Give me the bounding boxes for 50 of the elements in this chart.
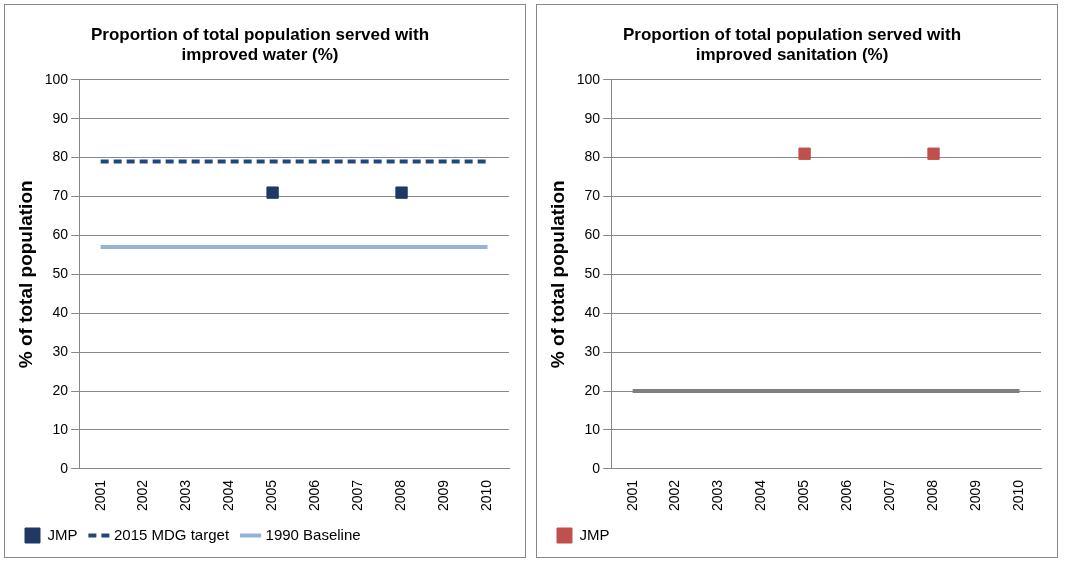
y-tick-label: 50: [52, 265, 69, 282]
y-tick-label: 100: [576, 70, 601, 87]
x-tick-label: 2003: [709, 479, 726, 512]
y-tick-label: 70: [584, 187, 601, 204]
x-tick-label: 2010: [478, 479, 495, 512]
x-tick-label: 2008: [924, 479, 941, 512]
x-tick-label: 2005: [795, 479, 812, 512]
y-tick-label: 70: [52, 187, 69, 204]
y-axis-title: % of total population: [14, 180, 36, 369]
y-tick-label: 0: [60, 459, 69, 476]
y-tick-label: 80: [584, 148, 601, 165]
legend-label: 1990 Baseline: [265, 525, 361, 543]
legend-label: JMP: [47, 525, 78, 543]
legend-label: 2015 MDG target: [114, 525, 230, 543]
x-tick-label: 2006: [306, 479, 323, 512]
y-tick-label: 80: [52, 148, 69, 165]
y-tick-label: 30: [584, 343, 601, 359]
y-tick-label: 40: [584, 304, 601, 321]
x-tick-label: 2009: [967, 479, 984, 512]
y-tick-label: 90: [584, 109, 601, 126]
y-tick-label: 20: [52, 381, 69, 398]
y-tick-label: 60: [584, 226, 601, 243]
x-tick-label: 2004: [220, 479, 237, 512]
x-tick-label: 2010: [1010, 479, 1027, 512]
y-tick-label: 20: [584, 381, 601, 398]
x-tick-label: 2002: [134, 479, 151, 512]
y-tick-label: 100: [44, 70, 69, 87]
y-tick-label: 50: [584, 265, 601, 282]
y-tick-label: 40: [52, 304, 69, 321]
y-tick-label: 10: [584, 420, 601, 437]
x-tick-label: 2002: [666, 479, 683, 512]
y-tick-label: 0: [592, 459, 601, 476]
y-tick-label: 60: [52, 226, 69, 243]
chart-title: Proportion of total population served with improved water (%): [90, 24, 430, 65]
x-tick-label: 2008: [392, 479, 409, 512]
legend-label: JMP: [579, 525, 610, 543]
y-tick-label: 90: [52, 109, 69, 126]
x-tick-label: 2007: [349, 479, 366, 512]
y-tick-label: 30: [52, 343, 69, 359]
x-tick-label: 2003: [177, 479, 194, 512]
x-tick-label: 2001: [623, 479, 640, 512]
chart-title: Proportion of total population served with improved sanitation (%): [622, 24, 962, 65]
x-tick-label: 2004: [752, 479, 769, 512]
y-tick-label: 10: [52, 420, 69, 437]
x-tick-label: 2005: [263, 479, 280, 512]
y-axis-title: % of total population: [546, 180, 568, 369]
x-tick-label: 2009: [435, 479, 452, 512]
x-tick-label: 2001: [91, 479, 108, 512]
x-tick-label: 2006: [838, 479, 855, 512]
x-tick-label: 2007: [881, 479, 898, 512]
